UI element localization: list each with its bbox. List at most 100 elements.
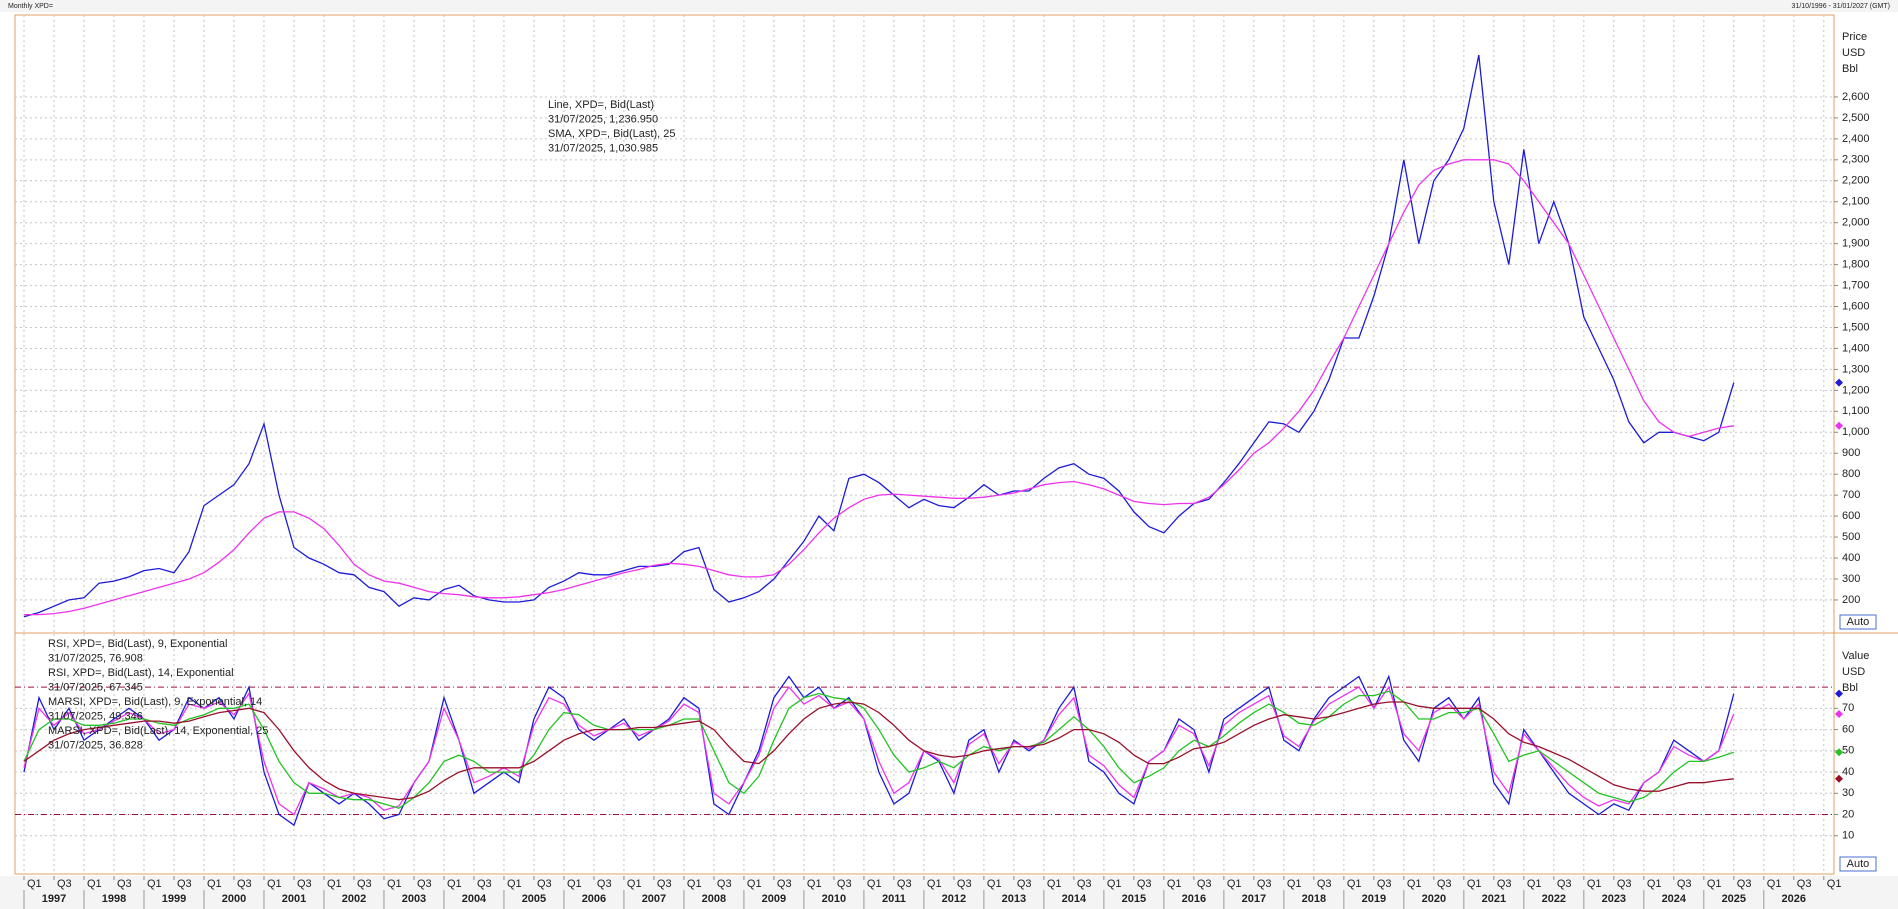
x-year-label: 2026 [1782,893,1806,905]
legend-value: 31/07/2025, 76.908 [48,652,143,664]
x-quarter-label: Q3 [297,878,312,890]
y-tick-label: 1,700 [1842,279,1870,291]
x-quarter-label: Q3 [537,878,552,890]
auto-button-label[interactable]: Auto [1847,616,1870,628]
y-tick-label: 1,600 [1842,300,1870,312]
x-year-label: 2008 [702,893,726,905]
axis-title: Bbl [1842,63,1858,75]
x-quarter-label: Q1 [27,878,42,890]
plot-frame [14,14,1835,875]
x-year-label: 2021 [1482,893,1506,905]
x-quarter-label: Q3 [777,878,792,890]
auto-button-label[interactable]: Auto [1847,858,1870,870]
x-quarter-label: Q3 [1257,878,1272,890]
x-quarter-label: Q3 [657,878,672,890]
y-tick-label: 2,600 [1842,91,1870,103]
x-quarter-label: Q3 [117,878,132,890]
legend-entry: RSI, XPD=, Bid(Last), 9, Exponential [48,638,227,650]
x-quarter-label: Q1 [1827,878,1842,890]
x-quarter-label: Q1 [987,878,1002,890]
x-quarter-label: Q3 [1077,878,1092,890]
x-quarter-label: Q1 [147,878,162,890]
legend-entry: MARSI, XPD=, Bid(Last), 14, Exponential,… [48,725,268,737]
y-tick-label: 1,500 [1842,321,1870,333]
x-year-label: 2005 [522,893,546,905]
x-quarter-label: Q1 [327,878,342,890]
auto-button[interactable]: Auto [1839,856,1877,872]
x-year-label: 2017 [1242,893,1266,905]
x-year-label: 2011 [882,893,906,905]
x-quarter-label: Q1 [507,878,522,890]
x-year-label: 2025 [1722,893,1746,905]
x-quarter-label: Q1 [867,878,882,890]
x-quarter-label: Q1 [1047,878,1062,890]
x-quarter-label: Q3 [717,878,732,890]
y-tick-label: 70 [1842,702,1854,714]
x-year-label: 1999 [162,893,186,905]
x-year-label: 2009 [762,893,786,905]
x-quarter-label: Q1 [267,878,282,890]
legend-entry: SMA, XPD=, Bid(Last), 25 [548,128,675,140]
x-quarter-label: Q3 [1137,878,1152,890]
x-quarter-label: Q3 [1017,878,1032,890]
x-year-label: 2001 [282,893,306,905]
series-line [24,159,1734,616]
auto-button-box[interactable] [1839,614,1877,630]
axis-title: Price [1842,31,1867,43]
x-year-label: 2007 [642,893,666,905]
x-quarter-label: Q3 [1797,878,1812,890]
y-tick-label: 1,100 [1842,405,1870,417]
x-quarter-label: Q1 [1167,878,1182,890]
x-quarter-label: Q1 [1647,878,1662,890]
series-line [23,54,1735,618]
x-quarter-label: Q3 [837,878,852,890]
x-year-label: 1997 [42,893,66,905]
y-tick-label: 2,200 [1842,175,1870,187]
auto-button-box[interactable] [1839,856,1877,872]
x-year-label: 2015 [1122,893,1146,905]
auto-button[interactable]: Auto [1839,614,1877,630]
x-quarter-label: Q3 [477,878,492,890]
axis-title: Value [1842,650,1869,662]
x-quarter-label: Q1 [1587,878,1602,890]
y-tick-label: 1,200 [1842,384,1870,396]
y-tick-label: 10 [1842,830,1854,842]
x-quarter-label: Q1 [1107,878,1122,890]
y-tick-label: 2,300 [1842,154,1870,166]
x-quarter-label: Q3 [1317,878,1332,890]
x-year-label: 2000 [222,893,246,905]
legend-entry: MARSI, XPD=, Bid(Last), 9, Exponential, … [48,696,262,708]
x-quarter-label: Q1 [927,878,942,890]
time-axis-band [0,876,1898,909]
legend-value: 31/07/2025, 49.346 [48,710,143,722]
x-year-label: 2023 [1602,893,1626,905]
x-quarter-label: Q3 [417,878,432,890]
x-quarter-label: Q3 [897,878,912,890]
x-year-label: 1998 [102,893,126,905]
x-quarter-label: Q1 [1347,878,1362,890]
x-quarter-label: Q1 [1227,878,1242,890]
y-tick-label: 40 [1842,766,1854,778]
x-quarter-label: Q3 [1437,878,1452,890]
y-tick-label: 1,300 [1842,363,1870,375]
legend-entry: RSI, XPD=, Bid(Last), 14, Exponential [48,667,234,679]
x-year-label: 2020 [1422,893,1446,905]
y-tick-label: 2,000 [1842,217,1870,229]
y-tick-label: 50 [1842,745,1854,757]
x-quarter-label: Q1 [1767,878,1782,890]
x-year-label: 2012 [942,893,966,905]
x-year-label: 2018 [1302,893,1326,905]
x-quarter-label: Q1 [1707,878,1722,890]
x-year-label: 2013 [1002,893,1026,905]
x-quarter-label: Q1 [1467,878,1482,890]
x-quarter-label: Q3 [1197,878,1212,890]
x-quarter-label: Q1 [687,878,702,890]
series-line [23,701,1734,801]
legend-entry: Line, XPD=, Bid(Last) [548,99,654,111]
legend-value: 31/07/2025, 36.828 [48,739,143,751]
y-tick-label: 1,400 [1842,342,1870,354]
axis-title: Bbl [1842,682,1858,694]
last-value-marker [1835,378,1843,387]
y-tick-label: 2,100 [1842,196,1870,208]
